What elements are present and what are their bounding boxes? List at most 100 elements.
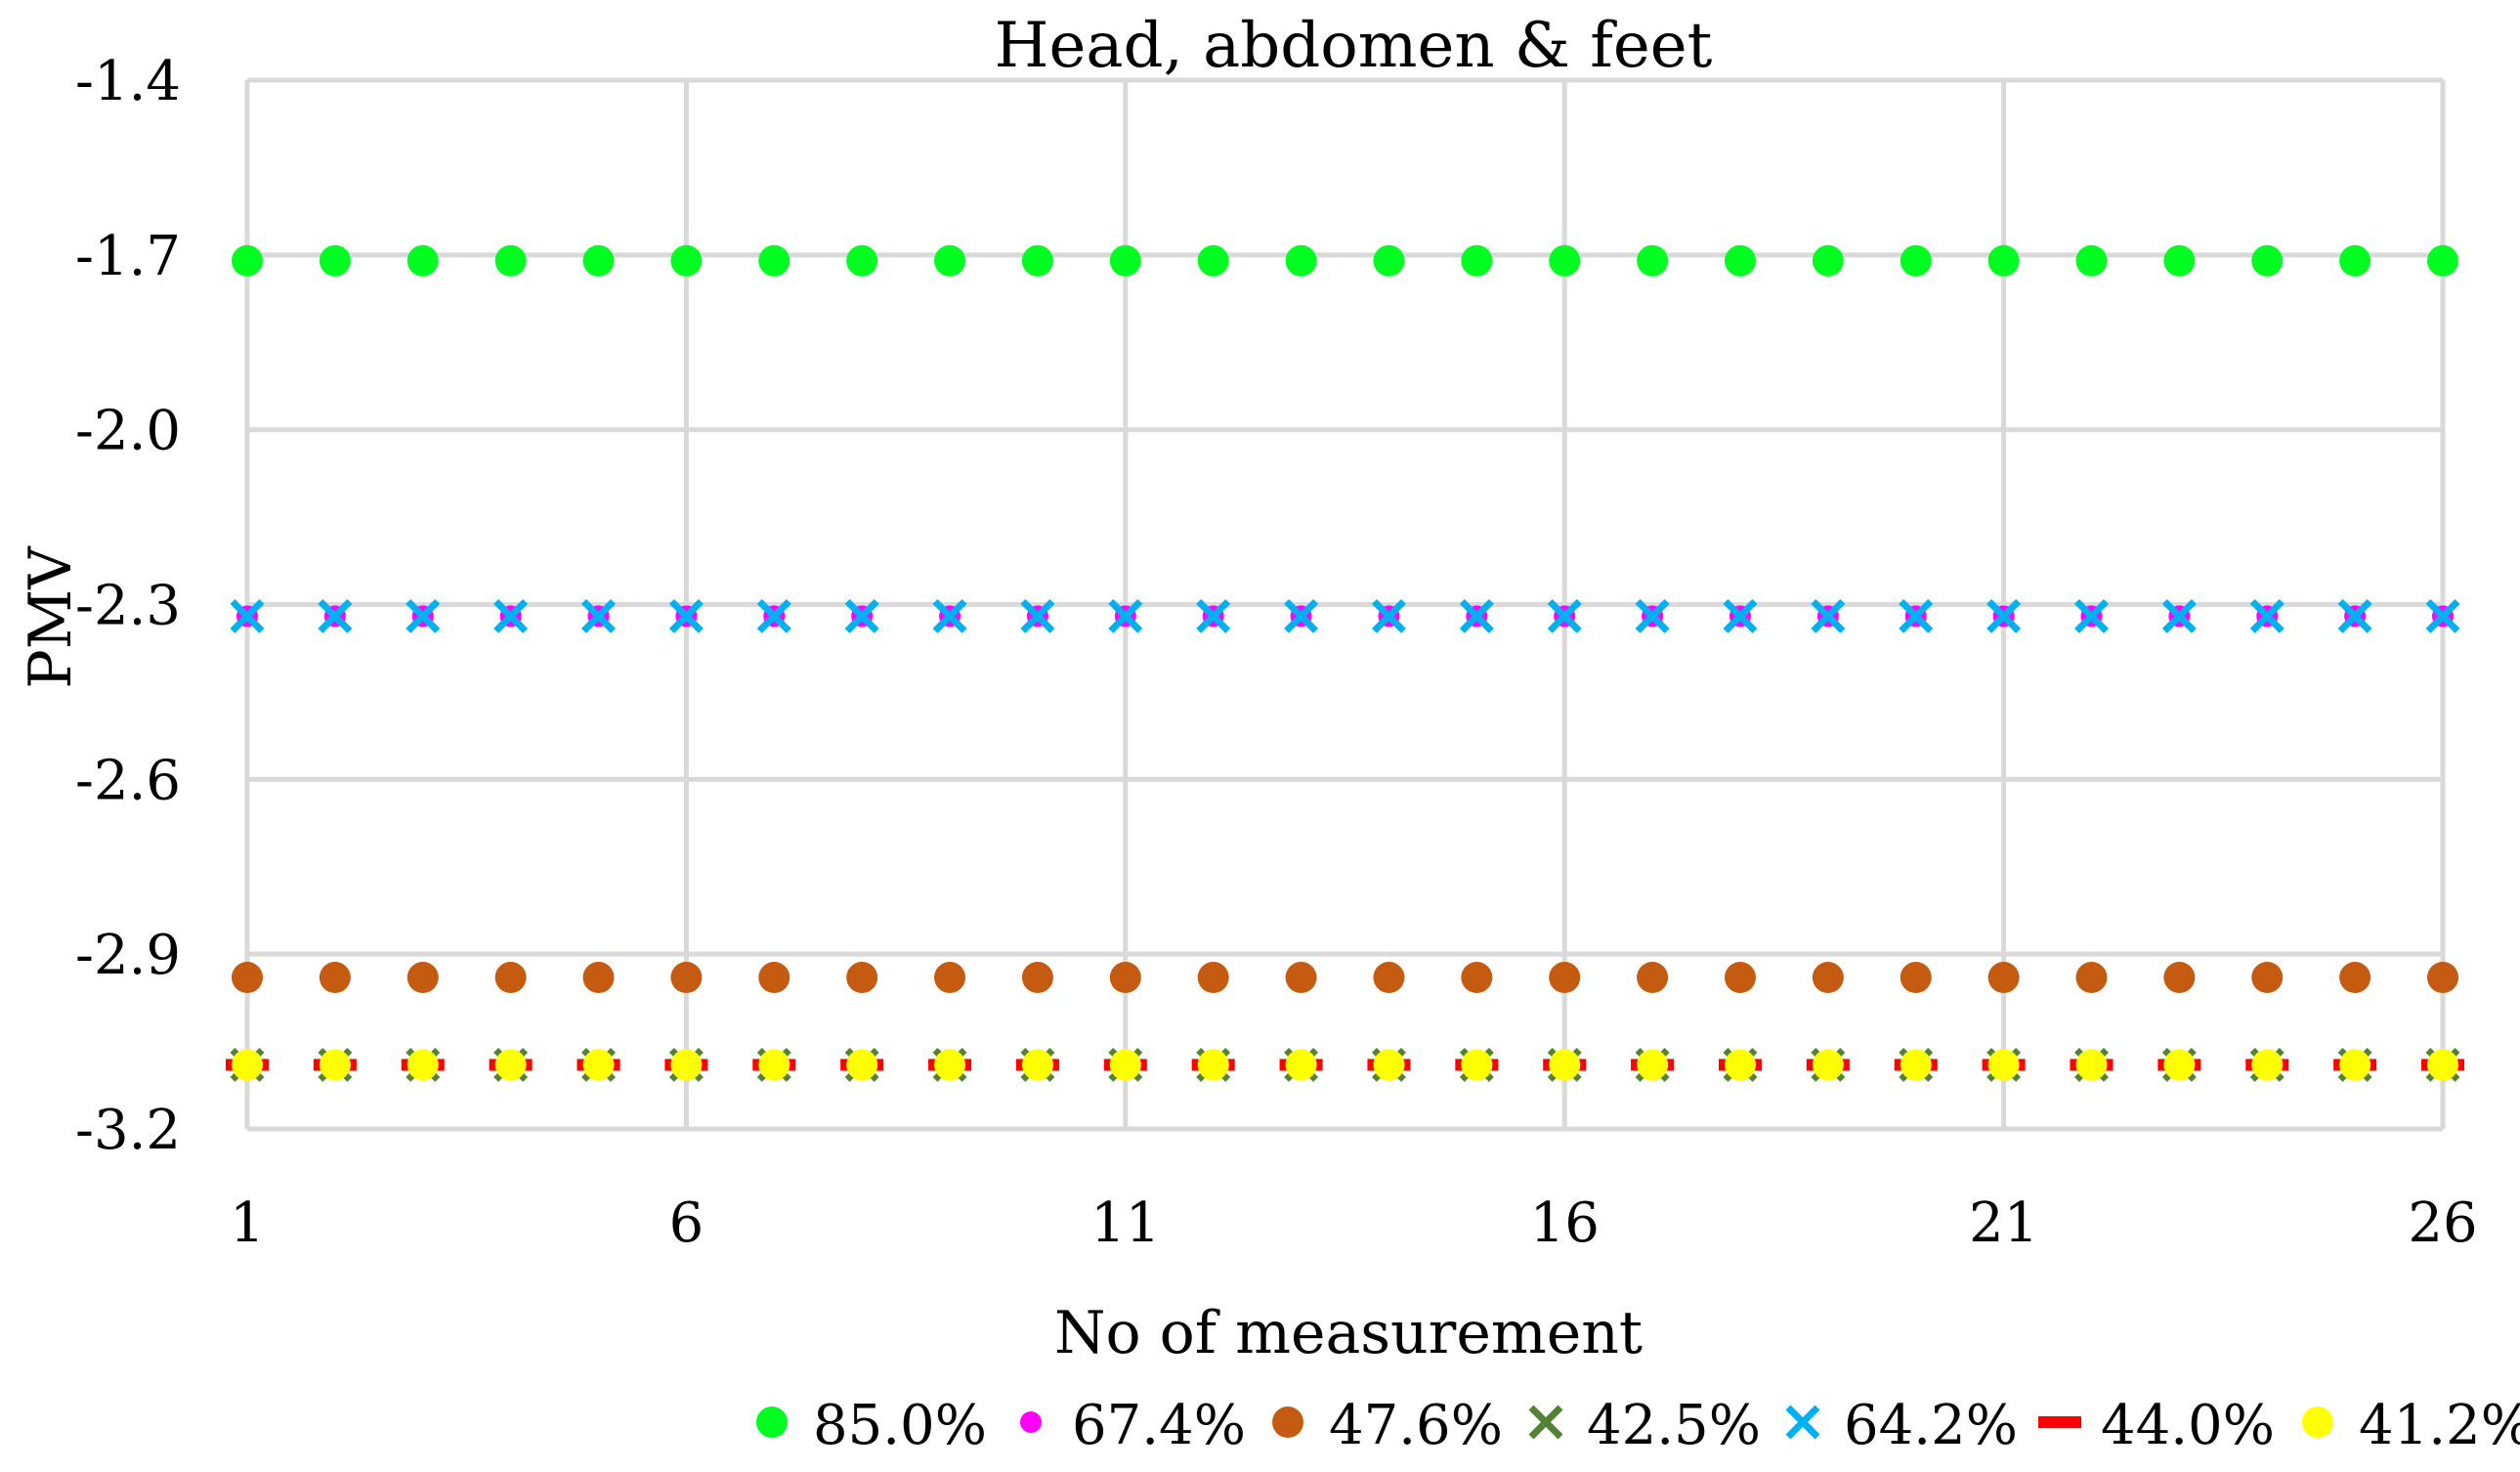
data-point [493,598,529,633]
legend-item: 47.6% [1272,1394,1503,1457]
data-point [1900,1049,1932,1081]
legend-marker [2038,1416,2081,1428]
legend-marker [1528,1405,1563,1440]
x-tick-label: 16 [1530,1191,1600,1255]
data-point [1812,962,1844,994]
data-point [2163,244,2196,277]
data-point [1547,598,1582,633]
data-point [1987,1049,2020,1081]
legend-item: 41.2% [2302,1394,2520,1457]
data-point [1109,244,1141,277]
data-point [1724,962,1756,994]
legend-label: 64.2% [1844,1394,2018,1457]
data-point [934,962,966,994]
data-point [670,962,703,994]
data-point [934,1049,966,1081]
series-42.5% [230,1047,2460,1082]
data-point [1461,1049,1493,1081]
data-point [318,598,353,633]
data-point [1373,962,1405,994]
series-41.2% [232,1049,2458,1081]
data-point [1637,244,1669,277]
data-point [1723,598,1758,633]
data-point [1900,244,1932,277]
data-point [1196,598,1231,633]
data-point [1197,1049,1229,1081]
data-point [1197,962,1229,994]
data-point [319,1049,351,1081]
legend-label: 67.4% [1072,1394,1246,1457]
data-point [1109,962,1141,994]
data-point [1284,598,1319,633]
data-point [2074,598,2109,633]
data-point [1461,244,1493,277]
chart-title: Head, abdomen & feet [995,10,1713,82]
data-point [758,244,790,277]
y-tick-label: -2.6 [75,749,181,812]
data-point [1021,244,1053,277]
data-point [406,598,441,633]
data-point [1549,1049,1581,1081]
data-point [494,962,527,994]
x-axis-label: No of measurement [1054,1299,1643,1367]
data-point [232,1049,263,1081]
legend-marker [1785,1405,1820,1440]
x-tick-label: 21 [1969,1191,2038,1255]
grid [244,77,2446,1132]
data-point [406,244,439,277]
data-point [932,598,967,633]
data-point [846,962,878,994]
data-point [1285,962,1317,994]
data-point [1371,598,1406,633]
legend-label: 41.2% [2359,1394,2520,1457]
data-point [406,962,439,994]
data-point [2249,598,2285,633]
data-point [2339,1049,2371,1081]
y-tick-label: -2.0 [75,400,181,463]
data-point [1461,962,1493,994]
data-point [1986,598,2022,633]
data-point [2427,962,2458,994]
legend-marker [1272,1407,1303,1438]
data-point [1724,1049,1756,1081]
data-point [2161,598,2197,633]
data-point [2337,598,2372,633]
y-tick-label: -1.7 [75,225,181,288]
series-67.4% [236,605,2454,628]
y-tick-label: -2.9 [75,924,181,987]
data-point [758,1049,790,1081]
data-point [756,598,791,633]
data-point [670,1049,703,1081]
data-point [581,598,616,633]
data-point [406,1049,439,1081]
legend-item: 42.5% [1528,1394,1761,1457]
data-point [1637,962,1669,994]
data-point [232,244,263,277]
legend-item: 85.0% [756,1394,987,1457]
data-point [1285,244,1317,277]
data-point [1197,244,1229,277]
data-point [2075,1049,2108,1081]
data-point [319,244,351,277]
data-point [582,962,615,994]
data-point [582,244,615,277]
data-point [1811,598,1846,633]
data-point [494,244,527,277]
data-point [2163,1049,2196,1081]
legend-label: 85.0% [813,1394,987,1457]
data-points [226,244,2464,1082]
data-point [2427,244,2458,277]
data-point [1285,1049,1317,1081]
data-point [934,244,966,277]
data-point [1108,598,1143,633]
data-point [846,1049,878,1081]
data-point [1459,598,1494,633]
x-tick-label: 11 [1090,1191,1160,1255]
legend-label: 44.0% [2101,1394,2275,1457]
y-tick-label: -3.2 [75,1099,181,1162]
data-point [1373,1049,1405,1081]
data-point [2339,244,2371,277]
series-44.0% [226,1059,2464,1071]
series-85.0% [232,244,2458,277]
